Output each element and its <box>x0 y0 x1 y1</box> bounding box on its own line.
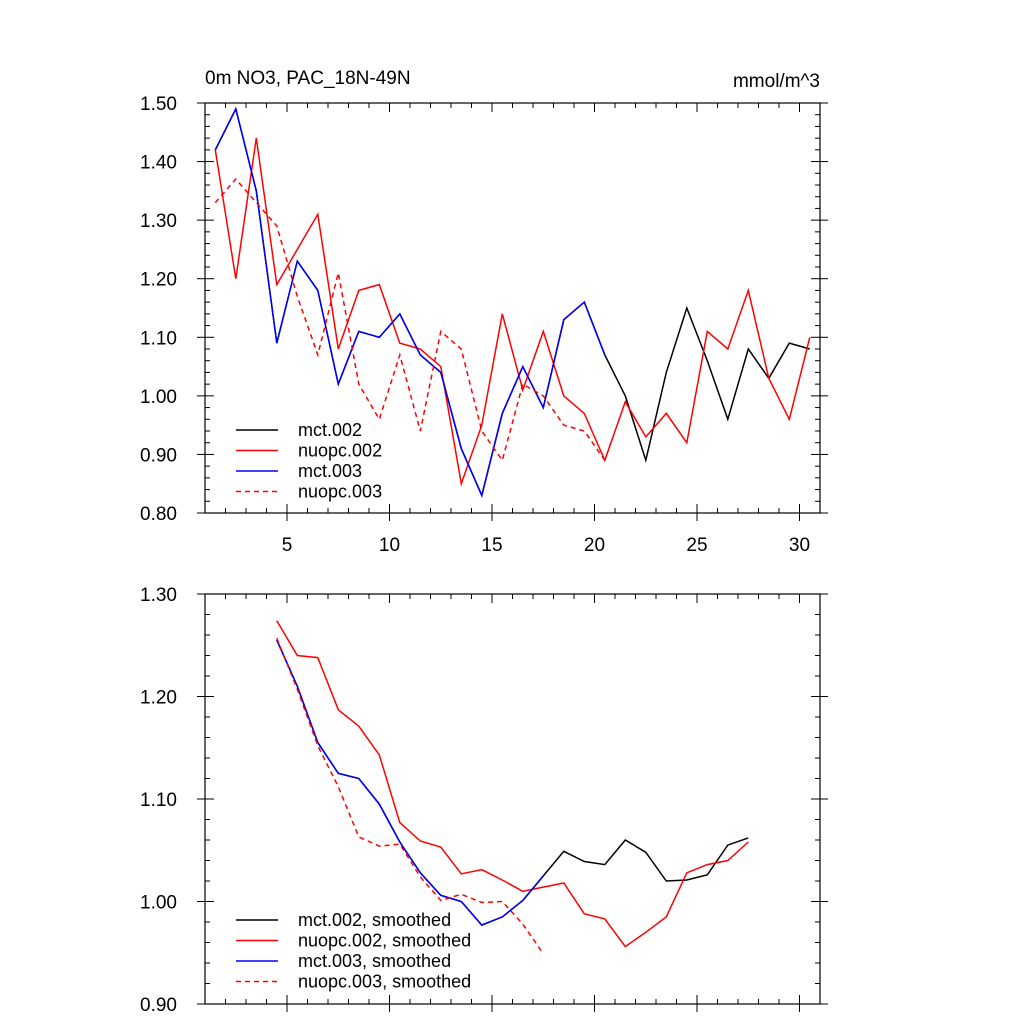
y-tick-label: 1.30 <box>140 211 177 232</box>
x-tick-label: 30 <box>789 535 810 556</box>
legend-label: nuopc.002, smoothed <box>298 931 471 951</box>
legend-label: nuopc.002 <box>298 441 382 461</box>
legend-label: mct.003, smoothed <box>298 951 451 971</box>
x-tick-label: 10 <box>379 535 400 556</box>
panel-top-units: mmol/m^3 <box>733 71 820 92</box>
x-tick-label: 20 <box>584 535 605 556</box>
y-tick-label: 0.90 <box>140 995 177 1016</box>
series-line-mct-003-smoothed <box>276 639 544 926</box>
y-tick-label: 0.90 <box>140 445 177 466</box>
y-tick-label: 1.50 <box>140 94 177 115</box>
y-tick-label: 1.10 <box>140 328 177 349</box>
y-tick-label: 1.00 <box>140 387 177 408</box>
panel-bottom-lines <box>276 620 749 955</box>
panel-top-title: 0m NO3, PAC_18N-49N <box>205 68 411 89</box>
legend-label: mct.002 <box>298 420 362 440</box>
y-tick-label: 0.80 <box>140 504 177 525</box>
series-line-nuopc-002-smoothed <box>276 620 749 948</box>
x-tick-label: 5 <box>282 535 293 556</box>
legend-label: nuopc.003 <box>298 482 382 502</box>
panel-bottom-ticks: 0.90 1.00 1.10 1.20 1.30 <box>140 585 828 1016</box>
x-tick-label: 15 <box>481 535 502 556</box>
x-tick-label: 25 <box>686 535 707 556</box>
panel-top-frame <box>204 102 821 514</box>
y-tick-label: 1.10 <box>140 790 177 811</box>
y-tick-label: 1.20 <box>140 270 177 291</box>
panel-top: 0m NO3, PAC_18N-49N mmol/m^3 5 10 15 20 25 30… <box>140 68 828 556</box>
legend-label: mct.002, smoothed <box>298 910 451 930</box>
legend-label: mct.003 <box>298 461 362 481</box>
panel-bottom-frame <box>204 593 821 1005</box>
legend-label: nuopc.003, smoothed <box>298 972 471 992</box>
series-line-mct-003 <box>214 106 606 498</box>
series-line-mct-002-smoothed <box>276 639 749 926</box>
y-tick-label: 1.40 <box>140 153 177 174</box>
panel-top-ticks: 5 10 15 20 25 30 0.80 0.90 1.00 1.10 1.20 1.30 1.40 1… <box>140 94 828 556</box>
panel-bottom: 0.901.001.101.201.30 mct.002, smoothednu… <box>140 585 828 1016</box>
panel-top-lines <box>214 106 811 498</box>
series-line-nuopc-002 <box>214 137 811 487</box>
y-tick-label: 1.00 <box>140 893 177 914</box>
y-tick-label: 1.30 <box>140 585 177 606</box>
series-line-nuopc-003-smoothed <box>276 637 544 955</box>
y-tick-label: 1.20 <box>140 688 177 709</box>
